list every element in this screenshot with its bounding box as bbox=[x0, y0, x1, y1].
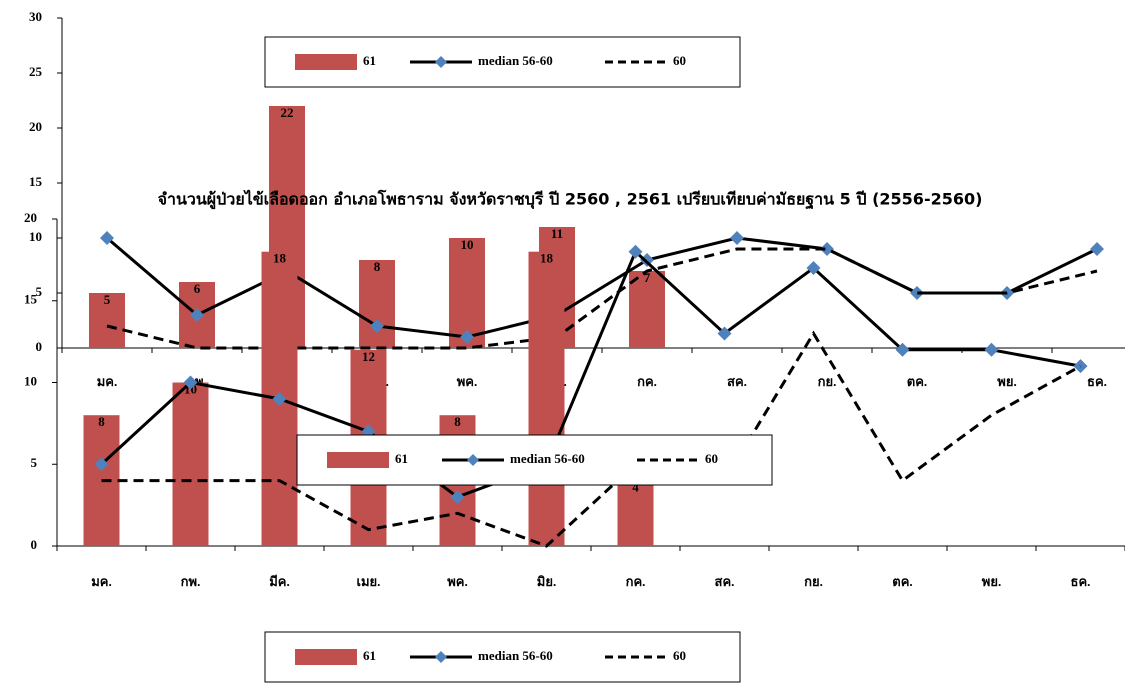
x-tick-label: พย. bbox=[982, 574, 1001, 589]
y-tick-label: 15 bbox=[29, 174, 43, 189]
x-tick-label: มีค. bbox=[269, 574, 290, 589]
line-marker bbox=[820, 242, 834, 256]
data-label: 8 bbox=[374, 259, 381, 274]
x-tick-label: มิย. bbox=[537, 574, 556, 589]
data-label: 4 bbox=[632, 480, 639, 495]
bar bbox=[629, 271, 665, 348]
x-tick-label: พค. bbox=[447, 574, 468, 589]
x-tick-label: ตค. bbox=[892, 574, 912, 589]
line-marker bbox=[806, 261, 821, 276]
data-label: 12 bbox=[362, 349, 375, 364]
x-tick-label: เมย. bbox=[357, 574, 381, 589]
line-marker bbox=[94, 457, 109, 472]
x-tick-label: กย. bbox=[804, 574, 823, 589]
bar bbox=[89, 293, 125, 348]
chart-title: จำนวนผู้ป่วยไข้เลือดออก อำเภอโพธาราม จัง… bbox=[158, 189, 983, 211]
legend-label: 60 bbox=[673, 53, 686, 68]
line-marker bbox=[460, 330, 474, 344]
y-tick-label: 0 bbox=[36, 339, 43, 354]
bar bbox=[528, 251, 565, 546]
legend-label: median 56-60 bbox=[478, 648, 553, 663]
line-marker bbox=[910, 286, 924, 300]
data-label: 6 bbox=[194, 281, 201, 296]
x-tick-label: พค. bbox=[457, 374, 478, 389]
line-marker bbox=[895, 342, 910, 357]
line-marker bbox=[628, 244, 643, 259]
data-label: 11 bbox=[551, 226, 563, 241]
line-marker bbox=[984, 342, 999, 357]
line-marker bbox=[100, 231, 114, 245]
data-label: 18 bbox=[273, 251, 287, 266]
line-marker bbox=[450, 489, 465, 504]
legend-label: 61 bbox=[363, 648, 376, 663]
data-label: 5 bbox=[104, 292, 111, 307]
legend-swatch bbox=[295, 649, 357, 665]
legend-marker bbox=[435, 56, 447, 68]
legend-label: 60 bbox=[673, 648, 686, 663]
x-tick-label: กย. bbox=[818, 374, 837, 389]
line-marker bbox=[730, 231, 744, 245]
x-tick-label: พย. bbox=[997, 374, 1016, 389]
x-tick-label: ธค. bbox=[1071, 574, 1091, 589]
bar bbox=[617, 480, 654, 546]
x-tick-label: กพ. bbox=[181, 574, 201, 589]
x-tick-label: กค. bbox=[637, 374, 657, 389]
data-label: 8 bbox=[454, 414, 461, 429]
x-tick-label: มค. bbox=[97, 374, 118, 389]
y-tick-label: 0 bbox=[31, 537, 38, 552]
bar bbox=[449, 238, 485, 348]
x-tick-label: มค. bbox=[91, 574, 112, 589]
data-label: 7 bbox=[644, 270, 651, 285]
y-tick-label: 20 bbox=[24, 210, 37, 225]
data-label: 22 bbox=[281, 105, 294, 120]
y-tick-label: 30 bbox=[29, 9, 42, 24]
series-line bbox=[101, 330, 1082, 548]
y-tick-label: 10 bbox=[24, 373, 37, 388]
line-marker bbox=[1090, 242, 1104, 256]
x-tick-label: กค. bbox=[626, 574, 646, 589]
y-tick-label: 25 bbox=[29, 64, 43, 79]
bar bbox=[359, 260, 395, 348]
legend-marker bbox=[435, 651, 447, 663]
line-marker bbox=[272, 391, 287, 406]
legend-label: median 56-60 bbox=[510, 451, 585, 466]
legend-label: 60 bbox=[705, 451, 718, 466]
y-tick-label: 20 bbox=[29, 119, 42, 134]
x-tick-label: ธค. bbox=[1087, 374, 1107, 389]
data-label: 8 bbox=[98, 414, 105, 429]
legend-swatch bbox=[295, 54, 357, 70]
line-marker bbox=[717, 326, 732, 341]
line-marker bbox=[190, 308, 204, 322]
x-tick-label: สค. bbox=[727, 374, 747, 389]
bar bbox=[172, 382, 209, 546]
legend-label: 61 bbox=[363, 53, 376, 68]
y-tick-label: 15 bbox=[24, 292, 38, 307]
line-marker bbox=[370, 319, 384, 333]
x-tick-label: สค. bbox=[715, 574, 735, 589]
series-line bbox=[106, 236, 1098, 339]
legend-marker bbox=[467, 454, 479, 466]
x-tick-label: ตค. bbox=[907, 374, 927, 389]
data-label: 18 bbox=[540, 251, 554, 266]
line-marker bbox=[183, 375, 198, 390]
data-label: 10 bbox=[461, 237, 474, 252]
y-tick-label: 5 bbox=[36, 284, 43, 299]
legend-label: median 56-60 bbox=[478, 53, 553, 68]
legend-label: 61 bbox=[395, 451, 408, 466]
series-line bbox=[100, 249, 1081, 499]
y-tick-label: 5 bbox=[31, 455, 38, 470]
legend-swatch bbox=[327, 452, 389, 468]
y-tick-label: 10 bbox=[29, 229, 42, 244]
